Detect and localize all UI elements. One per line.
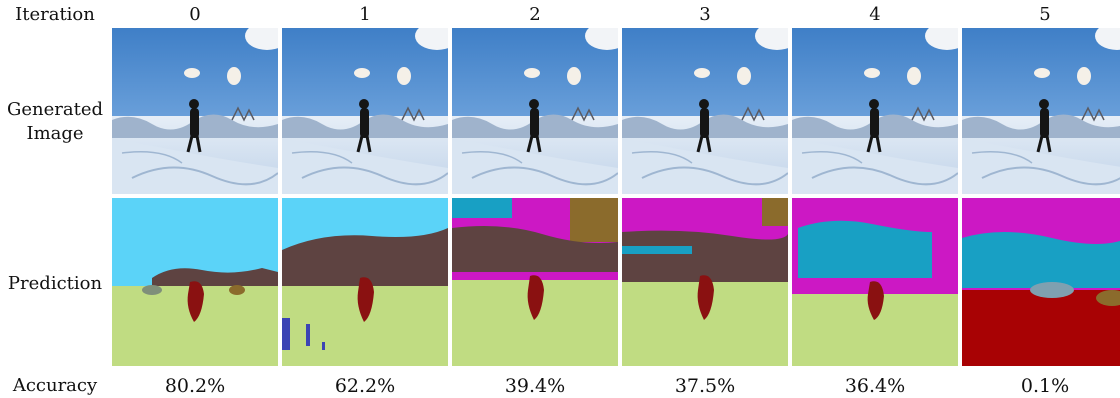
- accuracy-value-4: 36.4%: [844, 375, 906, 397]
- iteration-header-4: 4: [869, 4, 881, 25]
- row-label-prediction: Prediction: [7, 273, 103, 294]
- accuracy-value-5: 0.1%: [1020, 375, 1070, 397]
- prediction-map-5: [962, 198, 1120, 366]
- accuracy-value-2: 39.4%: [504, 375, 566, 397]
- prediction-map-1: [282, 198, 448, 366]
- prediction-map-0: [112, 198, 278, 366]
- row-label-generated-line2: Image: [26, 123, 84, 144]
- iteration-header-1: 1: [359, 4, 371, 25]
- row-label-iteration: Iteration: [15, 4, 95, 25]
- iteration-header-0: 0: [189, 4, 201, 25]
- generated-image-2: [452, 28, 618, 194]
- generated-image-4: [792, 28, 958, 194]
- accuracy-value-1: 62.2%: [334, 375, 396, 397]
- prediction-map-4: [792, 198, 958, 366]
- generated-image-5: [962, 28, 1120, 194]
- iteration-header-5: 5: [1039, 4, 1051, 25]
- accuracy-value-0: 80.2%: [164, 375, 226, 397]
- generated-image-0: [112, 28, 278, 194]
- generated-image-3: [622, 28, 788, 194]
- prediction-map-3: [622, 198, 788, 366]
- prediction-map-2: [452, 198, 618, 366]
- generated-image-1: [282, 28, 448, 194]
- iteration-header-3: 3: [699, 4, 711, 25]
- iteration-header-2: 2: [529, 4, 541, 25]
- accuracy-value-3: 37.5%: [674, 375, 736, 397]
- row-label-accuracy: Accuracy: [12, 375, 98, 396]
- row-label-generated-line1: Generated: [6, 99, 104, 120]
